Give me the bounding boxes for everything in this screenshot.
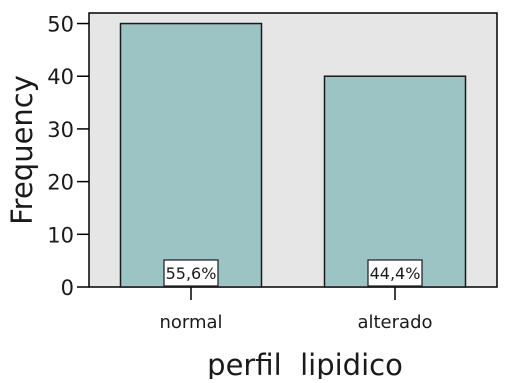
- bar-normal: [119, 22, 263, 288]
- bar-label-box-alterado: [367, 259, 423, 287]
- y-tick-label-20: 20: [47, 171, 74, 195]
- axes: normal alterado 0 10 20 30 40 50: [47, 13, 432, 333]
- y-tick-label-50: 50: [47, 13, 74, 37]
- bar-label-alterado: 44,4%: [370, 264, 421, 283]
- plot-area: 55,6% 44,4%: [88, 12, 498, 288]
- y-axis-title: Frequency: [5, 75, 39, 225]
- x-tick-label-alterado: alterado: [357, 312, 432, 333]
- bar-label-normal: 55,6%: [166, 264, 217, 283]
- y-tick-label-0: 0: [61, 276, 74, 300]
- x-tick-label-normal: normal: [159, 312, 222, 333]
- y-tick-label-10: 10: [47, 223, 74, 247]
- bar-label-box-normal: [163, 259, 219, 287]
- bar-alterado: [323, 75, 467, 288]
- y-tick-label-30: 30: [47, 118, 74, 142]
- x-axis-title: perfil lipidico: [207, 348, 403, 379]
- y-tick-label-40: 40: [47, 65, 74, 89]
